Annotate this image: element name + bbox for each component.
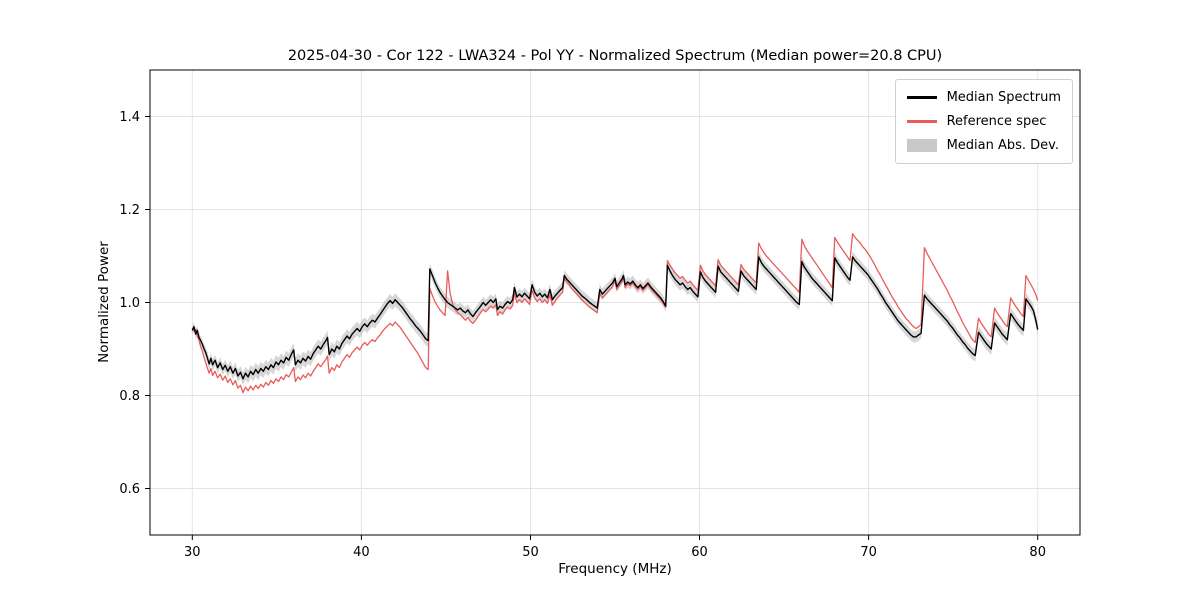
legend-label-median-spectrum: Median Spectrum bbox=[946, 90, 1061, 105]
legend-item-median-spectrum: Median Spectrum bbox=[906, 87, 1061, 108]
legend-item-median-abs-dev: Median Abs. Dev. bbox=[906, 135, 1061, 156]
svg-text:50: 50 bbox=[522, 545, 539, 560]
legend-label-median-abs-dev: Median Abs. Dev. bbox=[946, 138, 1060, 153]
svg-text:1.2: 1.2 bbox=[119, 203, 140, 218]
reference-spec-line-swatch bbox=[906, 120, 937, 123]
svg-text:70: 70 bbox=[860, 545, 877, 560]
svg-text:40: 40 bbox=[353, 545, 370, 560]
svg-text:1.4: 1.4 bbox=[119, 110, 140, 125]
legend-label-reference-spec: Reference spec bbox=[946, 114, 1047, 129]
legend: Median Spectrum Reference spec Median Ab… bbox=[894, 79, 1073, 164]
svg-text:1.0: 1.0 bbox=[119, 296, 140, 311]
svg-text:80: 80 bbox=[1029, 545, 1046, 560]
y-axis-label: Normalized Power bbox=[96, 241, 112, 363]
median-abs-dev-band-swatch bbox=[906, 139, 937, 152]
svg-text:30: 30 bbox=[184, 545, 201, 560]
svg-text:0.8: 0.8 bbox=[119, 389, 140, 404]
x-axis-label: Frequency (MHz) bbox=[558, 561, 672, 577]
median-spectrum-line-swatch bbox=[906, 96, 937, 99]
legend-item-reference-spec: Reference spec bbox=[906, 111, 1061, 132]
svg-text:0.6: 0.6 bbox=[119, 482, 140, 497]
chart-title: 2025-04-30 - Cor 122 - LWA324 - Pol YY -… bbox=[287, 48, 943, 64]
svg-text:60: 60 bbox=[691, 545, 708, 560]
